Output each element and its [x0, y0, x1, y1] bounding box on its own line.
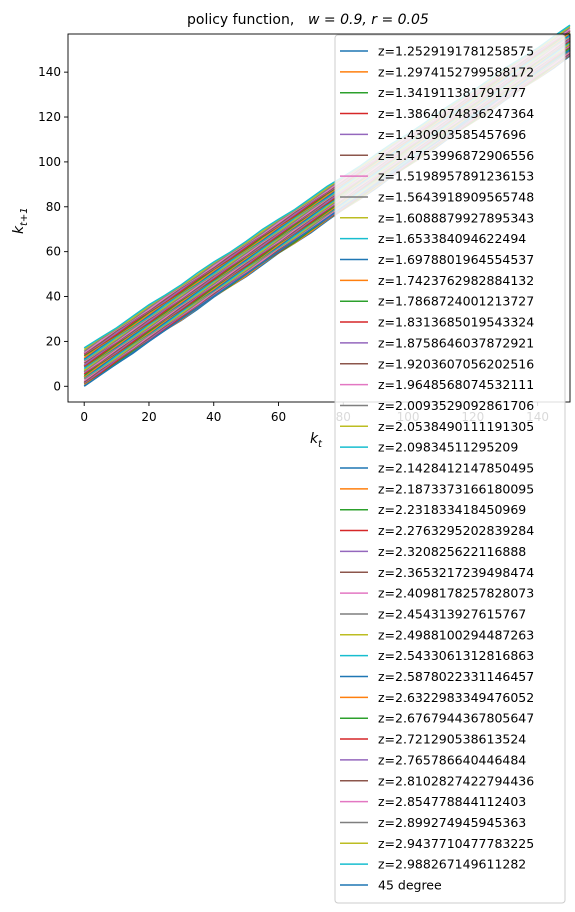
legend-label-40: 45 degree — [378, 878, 442, 893]
legend-label-6: z=1.5198957891236153 — [378, 169, 534, 184]
legend-box — [334, 34, 566, 904]
y-tick-label: 0 — [53, 379, 61, 393]
legend-label-9: z=1.653384094622494 — [378, 231, 526, 246]
chart-title-math: w = 0.9, r = 0.05 — [308, 12, 429, 28]
legend-label-2: z=1.341911381791777 — [378, 85, 526, 100]
legend-label-29: z=2.5433061312816863 — [378, 648, 534, 663]
legend-label-32: z=2.6767944367805647 — [378, 711, 534, 726]
legend-label-26: z=2.4098178257828073 — [378, 586, 534, 601]
legend-label-30: z=2.5878022331146457 — [378, 669, 534, 684]
y-tick-label: 20 — [46, 334, 61, 348]
legend-label-5: z=1.4753996872906556 — [378, 148, 534, 163]
legend-label-18: z=2.0538490111191305 — [378, 419, 534, 434]
legend-label-36: z=2.854778844112403 — [378, 794, 526, 809]
legend-label-15: z=1.9203607056202516 — [378, 356, 534, 371]
y-tick-label: 60 — [46, 245, 61, 259]
legend-label-12: z=1.7868724001213727 — [378, 294, 534, 309]
legend-label-10: z=1.6978801964554537 — [378, 252, 534, 267]
chart-title: policy function, w = 0.9, r = 0.05 — [187, 12, 429, 28]
legend-label-37: z=2.899274945945363 — [378, 815, 526, 830]
legend-label-27: z=2.454313927615767 — [378, 606, 526, 621]
y-tick-label: 80 — [46, 200, 61, 214]
legend-label-34: z=2.765786640446484 — [378, 752, 526, 767]
x-axis-label-main: k — [310, 431, 319, 447]
legend-label-31: z=2.6322983349476052 — [378, 690, 534, 705]
legend-label-7: z=1.5643918909565748 — [378, 189, 534, 204]
x-axis-label-sub: t — [318, 439, 323, 450]
x-tick-label: 20 — [141, 410, 156, 424]
legend-label-24: z=2.320825622116888 — [378, 544, 526, 559]
legend-label-20: z=2.1428412147850495 — [378, 461, 534, 476]
axes-frame — [67, 33, 571, 403]
legend-label-13: z=1.8313685019543324 — [378, 315, 534, 330]
legend-label-3: z=1.3864074836247364 — [378, 106, 534, 121]
legend-label-8: z=1.6088879927895343 — [378, 210, 534, 225]
x-tick-label: 0 — [80, 410, 88, 424]
legend-label-35: z=2.8102827422794436 — [378, 773, 534, 788]
legend-label-19: z=2.09834511295209 — [378, 440, 518, 455]
legend-label-1: z=1.2974152799588172 — [378, 64, 534, 79]
legend-label-22: z=2.231833418450969 — [378, 502, 526, 517]
legend-label-38: z=2.9437710477783225 — [378, 836, 534, 851]
legend-label-28: z=2.4988100294487263 — [378, 627, 534, 642]
y-axis-label: k t+1 — [11, 207, 30, 234]
legend-label-17: z=2.0093529092861706 — [378, 398, 534, 413]
legend-label-33: z=2.721290538613524 — [378, 732, 526, 747]
y-tick-label: 100 — [38, 155, 61, 169]
legend: z=1.2529191781258575 z=1.2974152799588172… — [334, 34, 566, 904]
y-tick-label: 140 — [38, 65, 61, 79]
x-tick-label: 60 — [271, 410, 286, 424]
legend-label-21: z=2.1873373166180095 — [378, 481, 534, 496]
y-axis-label-main: k — [11, 225, 27, 234]
y-tick-label: 120 — [38, 110, 61, 124]
legend-label-0: z=1.2529191781258575 — [378, 44, 534, 59]
y-axis-ticks: 0 20 40 60 80 100 120 140 — [38, 65, 68, 393]
x-tick-label: 40 — [206, 410, 221, 424]
y-axis-label-sub: t+1 — [19, 207, 30, 226]
legend-label-23: z=2.2763295202839284 — [378, 523, 534, 538]
chart-title-text: policy function, — [187, 12, 294, 28]
y-tick-label: 40 — [46, 290, 61, 304]
legend-label-39: z=2.988267149611282 — [378, 857, 526, 872]
legend-label-4: z=1.430903585457696 — [378, 127, 526, 142]
x-axis-label: k t — [310, 431, 323, 450]
legend-label-16: z=1.9648568074532111 — [378, 377, 534, 392]
legend-items: z=1.2529191781258575 z=1.2974152799588172… — [340, 44, 534, 893]
legend-label-14: z=1.8758646037872921 — [378, 335, 534, 350]
legend-label-11: z=1.7423762982884132 — [378, 273, 534, 288]
legend-label-25: z=2.3653217239498474 — [378, 565, 534, 580]
